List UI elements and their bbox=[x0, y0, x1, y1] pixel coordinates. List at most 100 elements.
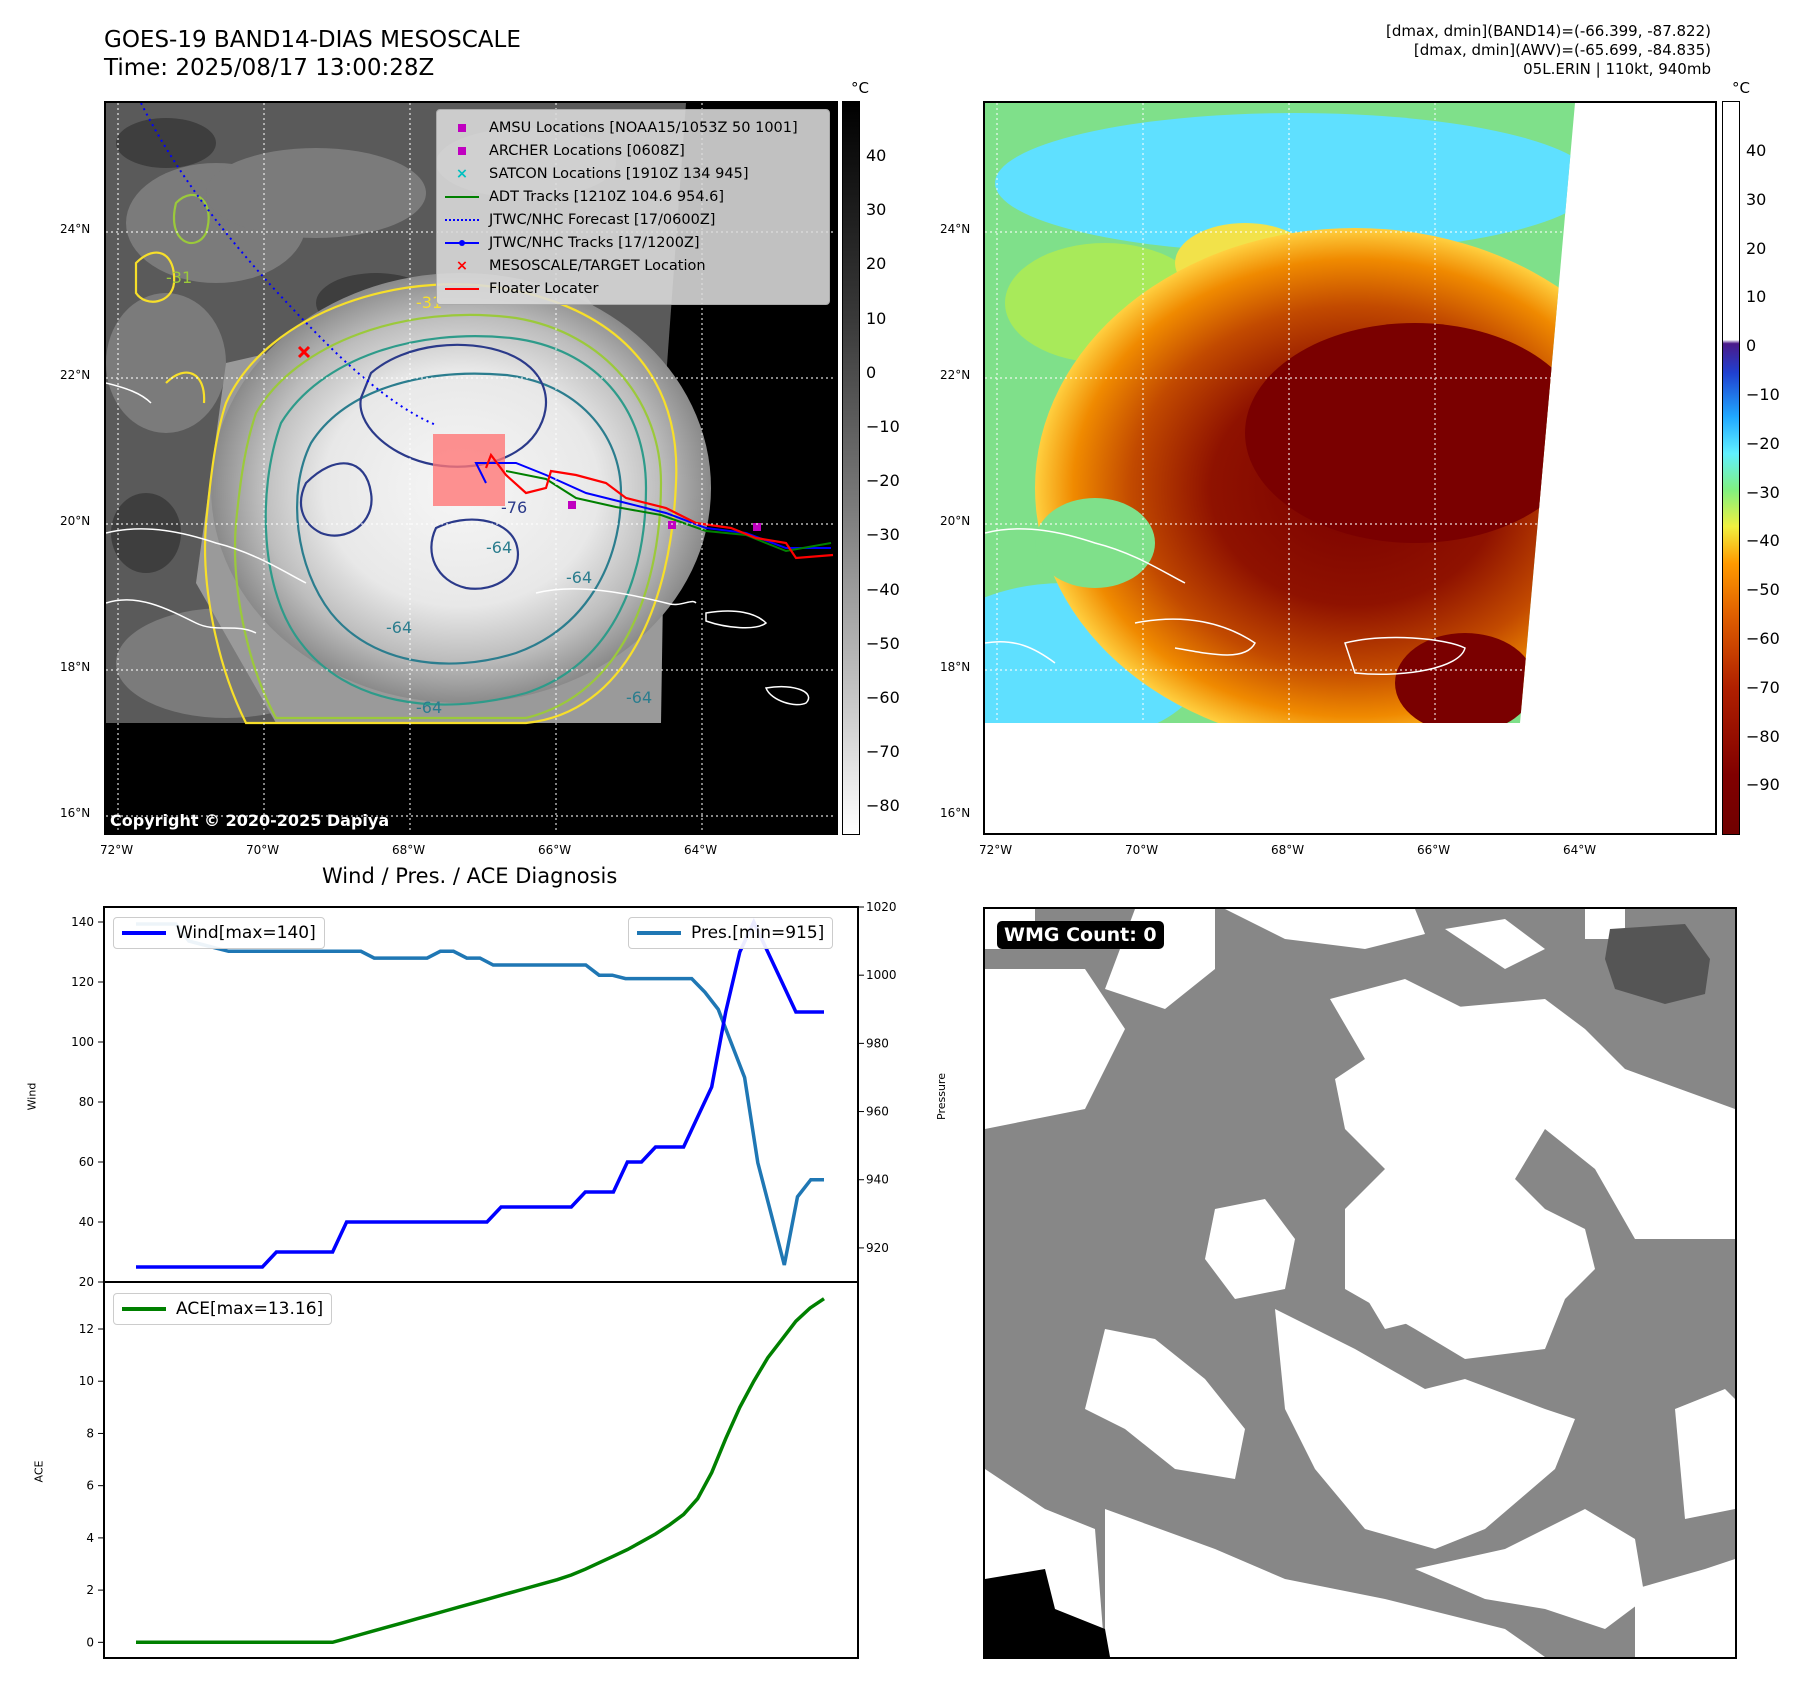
awv-colorbar-tick: −60 bbox=[1746, 629, 1780, 648]
wind-tick-label: 120 bbox=[71, 975, 94, 989]
lat-label: 16°N bbox=[60, 806, 91, 820]
pressure-legend: Pres.[min=915] bbox=[628, 917, 834, 949]
awv-colorbar bbox=[1722, 101, 1740, 835]
awv-colorbar-tick: −10 bbox=[1746, 385, 1780, 404]
title-line-1: GOES-19 BAND14-DIAS MESOSCALE bbox=[104, 27, 521, 53]
contour-label-7: -31 bbox=[166, 268, 192, 287]
awv-colorbar-tick: 0 bbox=[1746, 336, 1757, 356]
lon-label: 72°W bbox=[100, 843, 134, 857]
wind-tick-label: 140 bbox=[71, 915, 94, 929]
lon-label: 68°W bbox=[1271, 843, 1305, 857]
contour-label-1: -76 bbox=[501, 498, 527, 517]
gray-colorbar-tick: 20 bbox=[866, 254, 887, 274]
pressure-axis-label: Pressure bbox=[934, 1073, 948, 1120]
wind-tick-label: 40 bbox=[79, 1215, 94, 1229]
info-line-1: [dmax, dmin](BAND14)=(-66.399, -87.822) bbox=[1386, 22, 1711, 40]
gray-colorbar-tick: −20 bbox=[866, 471, 900, 491]
page-title: GOES-19 BAND14-DIAS MESOSCALE Time: 2025… bbox=[104, 26, 521, 82]
wind-legend-line bbox=[122, 931, 166, 935]
lon-label: 64°W bbox=[1563, 843, 1597, 857]
awv-colorbar-tick: −20 bbox=[1746, 433, 1780, 453]
lat-label: 20°N bbox=[940, 514, 971, 528]
gray-colorbar bbox=[842, 101, 860, 835]
legend-item: × SATCON Locations [1910Z 134 945] bbox=[455, 165, 749, 182]
pressure-tick-label: 1000 bbox=[866, 968, 897, 982]
ace-tick-label: 4 bbox=[86, 1531, 94, 1545]
lon-label: 70°W bbox=[1125, 843, 1159, 857]
awv-colorbar-tick: −40 bbox=[1746, 531, 1780, 551]
lat-label: 24°N bbox=[940, 222, 971, 236]
lon-label: 66°W bbox=[1417, 843, 1451, 857]
wmg-count-badge: WMG Count: 0 bbox=[997, 921, 1164, 949]
ace-tick-label: 10 bbox=[79, 1374, 94, 1388]
lat-label: 24°N bbox=[60, 222, 91, 236]
awv-colorbar-tick: −50 bbox=[1746, 580, 1780, 600]
awv-colorbar-tick: 10 bbox=[1746, 287, 1767, 307]
ace-legend-line bbox=[122, 1307, 166, 1311]
legend-item: JTWC/NHC Forecast [17/0600Z] bbox=[445, 208, 821, 231]
contour-label-6: -64 bbox=[416, 698, 442, 717]
awv-colorbar-tick: 30 bbox=[1746, 189, 1767, 209]
contour-label-2: -64 bbox=[486, 538, 512, 557]
lon-label: 70°W bbox=[246, 843, 280, 857]
legend-item: ARCHER Locations [0608Z] bbox=[445, 139, 821, 162]
colorbar-unit: °C bbox=[1732, 79, 1750, 97]
gray-colorbar-tick: −10 bbox=[866, 417, 900, 436]
gray-colorbar-tick: −60 bbox=[866, 688, 900, 707]
legend-item: JTWC/NHC Tracks [17/1200Z] bbox=[445, 231, 821, 254]
copyright-text: Copyright © 2020-2025 Dapiya bbox=[110, 811, 390, 830]
lon-label: 72°W bbox=[979, 843, 1013, 857]
wind-axis-label: Wind bbox=[25, 1082, 39, 1111]
pressure-tick-label: 1020 bbox=[866, 900, 897, 914]
ace-tick-label: 0 bbox=[86, 1635, 94, 1649]
legend-item: ADT Tracks [1210Z 104.6 954.6] bbox=[445, 185, 821, 208]
ace-tick-label: 2 bbox=[86, 1583, 94, 1597]
pressure-tick-label: 980 bbox=[866, 1036, 889, 1050]
contour-label-8: -31 bbox=[416, 293, 442, 312]
lon-label: 68°W bbox=[392, 843, 426, 857]
pressure-series-line bbox=[136, 922, 824, 1266]
ace-tick-label: 6 bbox=[86, 1479, 94, 1493]
pressure-tick-label: 940 bbox=[866, 1173, 889, 1187]
awv-colorbar-tick: 20 bbox=[1746, 238, 1767, 258]
awv-colorbar-tick: −80 bbox=[1746, 726, 1780, 746]
gray-colorbar-tick: −40 bbox=[866, 579, 900, 599]
lat-label: 22°N bbox=[940, 368, 971, 382]
lat-label: 16°N bbox=[940, 806, 971, 820]
ace-legend: ACE[max=13.16] bbox=[113, 1293, 333, 1325]
contour-label-3: -64 bbox=[386, 618, 412, 637]
gray-colorbar-tick: 30 bbox=[866, 200, 887, 220]
lat-label: 18°N bbox=[60, 660, 91, 674]
ace-axis-label: ACE bbox=[32, 1460, 46, 1483]
awv-map bbox=[985, 103, 1715, 833]
awv-colorbar-tick: −90 bbox=[1746, 775, 1780, 795]
storm-info: [dmax, dmin](BAND14)=(-66.399, -87.822) … bbox=[1386, 22, 1711, 79]
title-line-2: Time: 2025/08/17 13:00:28Z bbox=[104, 55, 435, 81]
gray-colorbar-tick: −80 bbox=[866, 796, 900, 816]
lat-label: 22°N bbox=[60, 368, 91, 382]
awv-colorbar-tick: −30 bbox=[1746, 482, 1780, 502]
gray-colorbar-tick: 0 bbox=[866, 362, 877, 382]
pressure-legend-line bbox=[637, 931, 681, 935]
ace-tick-label: 12 bbox=[79, 1322, 94, 1336]
pressure-tick-label: 960 bbox=[866, 1105, 889, 1119]
legend-item: Floater Locater bbox=[445, 277, 821, 300]
legend-item: × MESOSCALE/TARGET Location bbox=[455, 257, 706, 274]
awv-map-panel bbox=[983, 101, 1717, 835]
wind-legend-label: Wind[max=140] bbox=[176, 923, 316, 943]
wind-tick-label: 20 bbox=[79, 1275, 94, 1289]
info-line-2: [dmax, dmin](AWV)=(-65.699, -84.835) bbox=[1413, 41, 1711, 59]
pressure-tick-label: 920 bbox=[866, 1241, 889, 1255]
wind-tick-label: 80 bbox=[79, 1095, 94, 1109]
contour-label-5: -64 bbox=[626, 688, 652, 707]
wind-tick-label: 60 bbox=[79, 1155, 94, 1169]
ace-legend-label: ACE[max=13.16] bbox=[176, 1299, 324, 1319]
legend-item: AMSU Locations [NOAA15/1053Z 50 1001] bbox=[445, 116, 821, 139]
map-legend: AMSU Locations [NOAA15/1053Z 50 1001] AR… bbox=[436, 109, 830, 305]
gray-colorbar-tick: −50 bbox=[866, 633, 900, 653]
gray-colorbar-tick: 40 bbox=[866, 146, 887, 165]
info-line-3: 05L.ERIN | 110kt, 940mb bbox=[1523, 60, 1711, 78]
gray-colorbar-tick: −30 bbox=[866, 525, 900, 545]
lon-label: 66°W bbox=[538, 843, 572, 857]
lon-label: 64°W bbox=[684, 843, 718, 857]
